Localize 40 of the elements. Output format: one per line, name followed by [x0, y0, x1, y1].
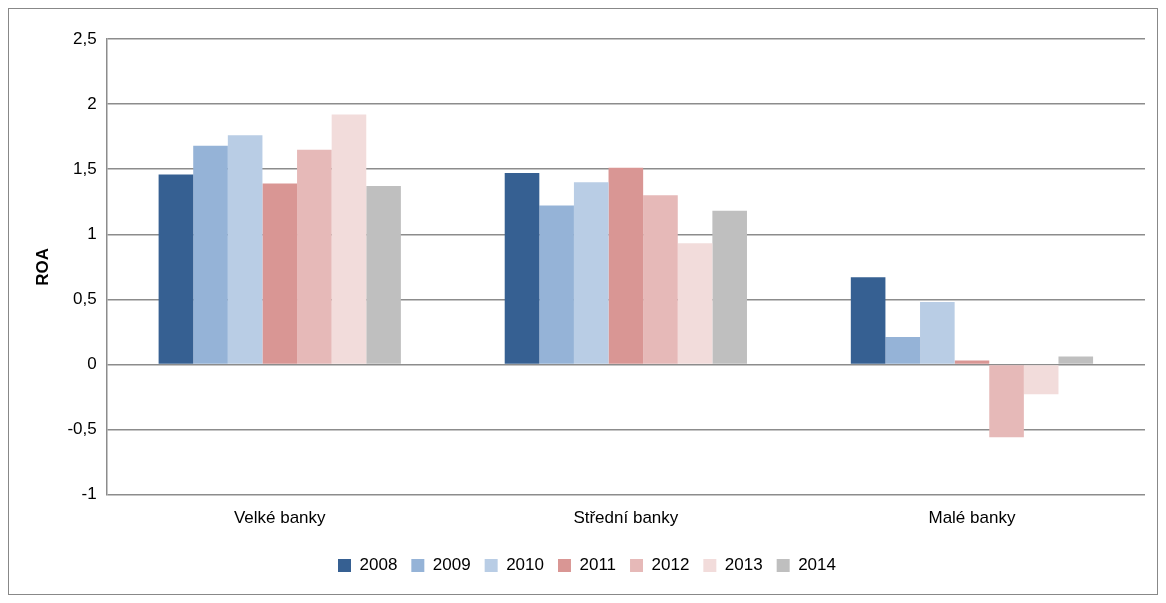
bar: [885, 337, 921, 364]
bar: [1058, 356, 1094, 364]
bar: [608, 167, 644, 364]
bar: [331, 114, 367, 364]
legend-label: 2010: [506, 555, 544, 575]
bar: [193, 145, 228, 364]
bar: [539, 205, 574, 364]
y-tick-label: 1,5: [73, 158, 97, 178]
legend-label: 2012: [651, 555, 690, 575]
y-tick-label: -1: [81, 484, 97, 504]
bar: [297, 149, 332, 364]
bar: [262, 183, 298, 364]
legend-label: 2013: [724, 555, 763, 575]
bar: [712, 210, 747, 364]
legend-label: 2008: [359, 555, 398, 575]
y-tick-label: 0: [87, 354, 97, 374]
y-tick-label: 2,5: [73, 28, 97, 48]
x-tick-label: Malé banky: [928, 508, 1016, 528]
y-axis-title: ROA: [32, 247, 52, 286]
y-tick-label: 1: [87, 223, 97, 243]
bar: [920, 301, 955, 364]
legend-label: 2009: [432, 555, 471, 575]
bar: [989, 365, 1024, 438]
bar: [677, 243, 713, 364]
bar: [158, 174, 194, 364]
x-tick-label: Velké banky: [233, 508, 327, 528]
bar: [573, 182, 609, 364]
legend-label: 2014: [798, 555, 836, 575]
bar: [954, 360, 990, 364]
y-tick-label: 2: [87, 93, 97, 113]
legend-label: 2011: [579, 555, 617, 575]
y-tick-label: 0,5: [73, 289, 97, 309]
bar: [227, 135, 263, 364]
bar: [850, 277, 886, 364]
bar: [643, 195, 678, 364]
y-tick-label: -0,5: [67, 419, 97, 439]
bar: [504, 173, 540, 364]
x-tick-label: Střední banky: [573, 508, 679, 528]
bar: [366, 186, 401, 364]
bar: [1023, 365, 1059, 395]
